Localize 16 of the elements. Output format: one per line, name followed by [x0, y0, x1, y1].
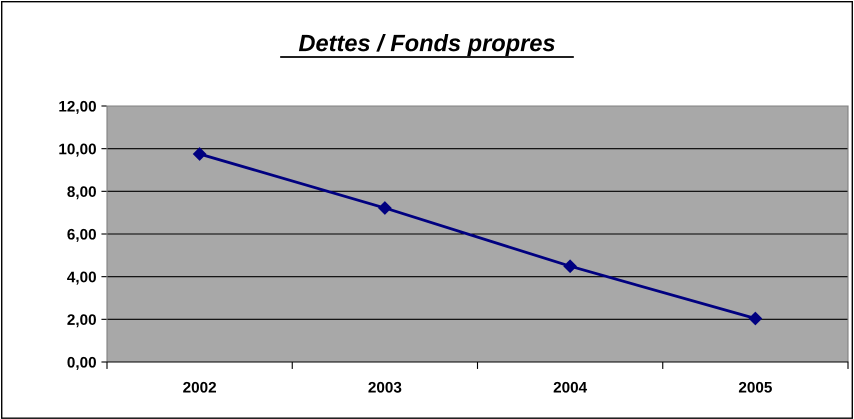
y-tick-label: 8,00	[67, 186, 96, 200]
x-tick-label: 2002	[183, 382, 216, 393]
y-tick-label: 2,00	[67, 314, 96, 328]
y-tick-label: 4,00	[67, 272, 96, 285]
point	[564, 260, 577, 273]
y-tick-label: 12,00	[59, 100, 96, 114]
y-tick-label: 10,00	[59, 144, 96, 157]
y-tick-label: 6,00	[67, 228, 96, 242]
point	[193, 147, 206, 161]
x-tick-label: 2003	[368, 382, 402, 393]
point	[378, 201, 392, 215]
x-tick-label: 2004	[554, 382, 588, 393]
chart-title: Dettes / Fonds propres	[298, 34, 555, 56]
point	[748, 312, 762, 326]
y-tick-label: 0,00	[67, 356, 96, 370]
x-tick-label: 2005	[738, 382, 772, 393]
